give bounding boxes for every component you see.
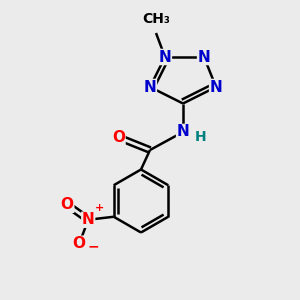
Text: N: N [177,124,189,140]
Text: N: N [82,212,94,227]
Text: +: + [95,203,104,213]
Text: H: H [194,130,206,143]
Text: N: N [210,80,222,94]
Text: −: − [88,240,99,254]
Text: O: O [73,236,86,251]
Text: O: O [112,130,125,146]
Text: O: O [61,197,74,212]
Text: CH₃: CH₃ [142,12,170,26]
Text: N: N [159,50,171,64]
Text: N: N [144,80,156,94]
Text: N: N [198,50,210,64]
